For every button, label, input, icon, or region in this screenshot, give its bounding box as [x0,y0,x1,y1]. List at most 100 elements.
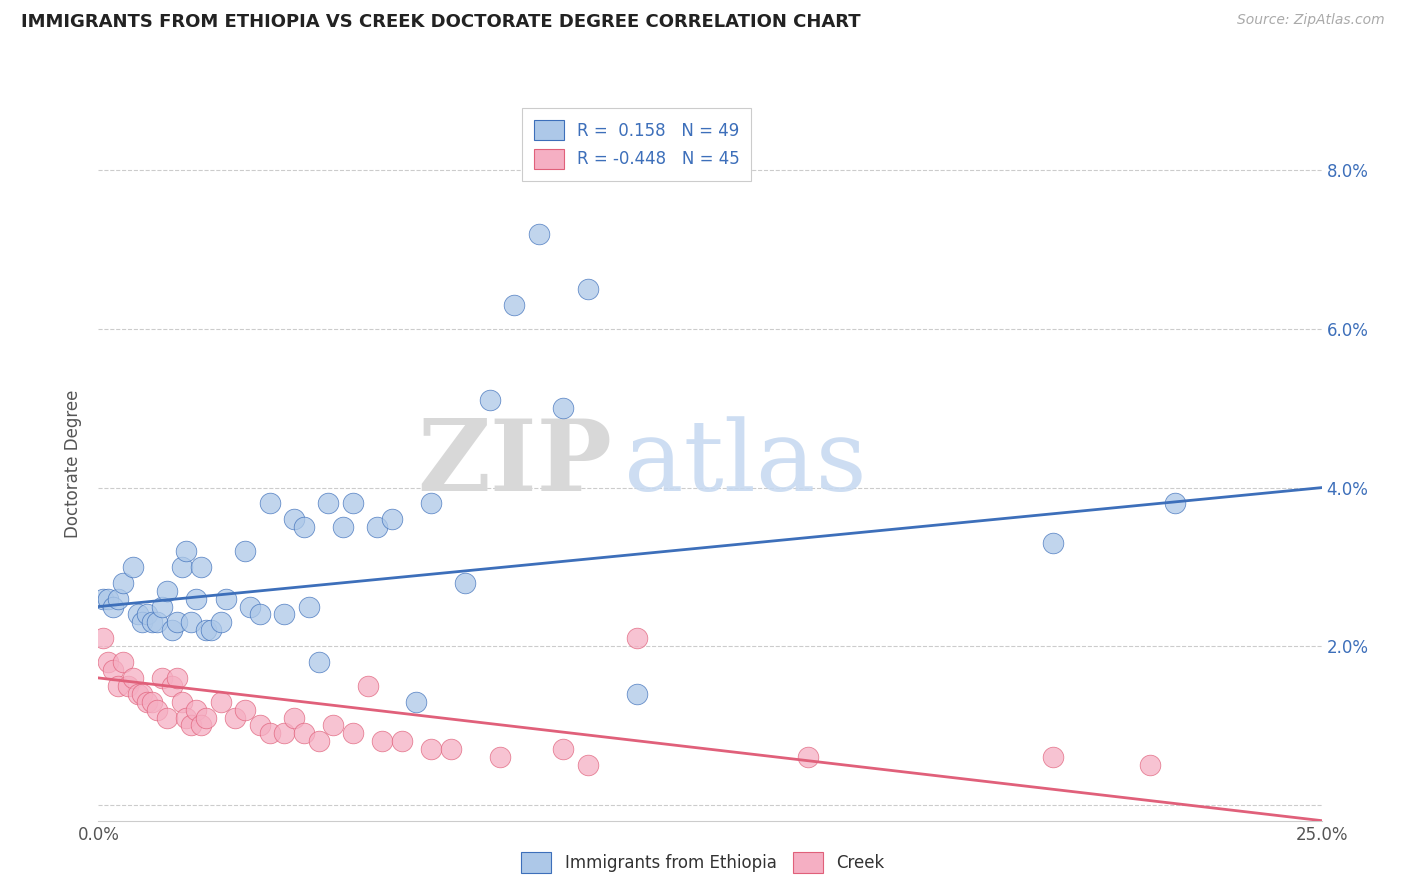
Point [160,679,183,693]
Point [180,615,202,630]
Point [233,544,256,558]
Point [440,742,463,756]
Point [283,710,305,724]
Y-axis label: Doctorate Degree: Doctorate Degree [65,390,83,538]
Point [576,758,599,772]
Point [420,496,443,510]
Point [150,599,173,614]
Point [1042,750,1064,764]
Point [797,750,820,764]
Point [478,393,501,408]
Point [1139,758,1161,772]
Point [214,591,236,606]
Point [553,742,575,756]
Point [527,227,550,241]
Point [195,710,218,724]
Point [356,679,378,693]
Point [273,726,295,740]
Point [298,599,321,614]
Point [454,575,477,590]
Point [318,496,340,510]
Point [180,718,202,732]
Point [1164,496,1187,510]
Point [146,615,169,630]
Point [91,632,114,646]
Point [97,591,120,606]
Point [150,671,173,685]
Point [127,607,149,622]
Point [136,695,159,709]
Point [233,703,256,717]
Point [209,695,232,709]
Text: ZIP: ZIP [418,416,612,512]
Point [186,703,208,717]
Point [131,687,153,701]
Point [249,718,271,732]
Point [342,726,364,740]
Point [170,695,193,709]
Point [107,679,129,693]
Point [176,544,198,558]
Point [97,655,120,669]
Point [156,583,179,598]
Point [381,512,404,526]
Point [186,591,208,606]
Point [292,520,315,534]
Point [156,710,179,724]
Point [322,718,344,732]
Point [371,734,394,748]
Point [195,624,218,638]
Point [200,624,222,638]
Point [176,710,198,724]
Point [190,718,212,732]
Text: atlas: atlas [624,416,868,512]
Point [488,750,510,764]
Point [190,560,212,574]
Point [391,734,413,748]
Point [141,695,163,709]
Point [170,560,193,574]
Point [308,655,330,669]
Point [308,734,330,748]
Point [366,520,388,534]
Point [101,663,124,677]
Point [224,710,246,724]
Point [626,687,648,701]
Legend: Immigrants from Ethiopia, Creek: Immigrants from Ethiopia, Creek [515,846,891,880]
Point [141,615,163,630]
Point [127,687,149,701]
Point [273,607,295,622]
Point [121,560,143,574]
Point [249,607,271,622]
Point [332,520,354,534]
Point [111,655,134,669]
Point [626,632,648,646]
Point [342,496,364,510]
Point [91,591,114,606]
Point [405,695,427,709]
Point [553,401,575,416]
Point [292,726,315,740]
Point [136,607,159,622]
Point [1042,536,1064,550]
Point [239,599,262,614]
Point [209,615,232,630]
Point [160,624,183,638]
Point [576,282,599,296]
Text: IMMIGRANTS FROM ETHIOPIA VS CREEK DOCTORATE DEGREE CORRELATION CHART: IMMIGRANTS FROM ETHIOPIA VS CREEK DOCTOR… [21,13,860,31]
Point [111,575,134,590]
Text: Source: ZipAtlas.com: Source: ZipAtlas.com [1237,13,1385,28]
Point [117,679,139,693]
Point [166,671,188,685]
Point [131,615,153,630]
Point [146,703,169,717]
Point [121,671,143,685]
Legend: R =  0.158   N = 49, R = -0.448   N = 45: R = 0.158 N = 49, R = -0.448 N = 45 [522,108,751,180]
Point [283,512,305,526]
Point [259,726,281,740]
Point [259,496,281,510]
Point [107,591,129,606]
Point [420,742,443,756]
Point [166,615,188,630]
Point [503,298,526,312]
